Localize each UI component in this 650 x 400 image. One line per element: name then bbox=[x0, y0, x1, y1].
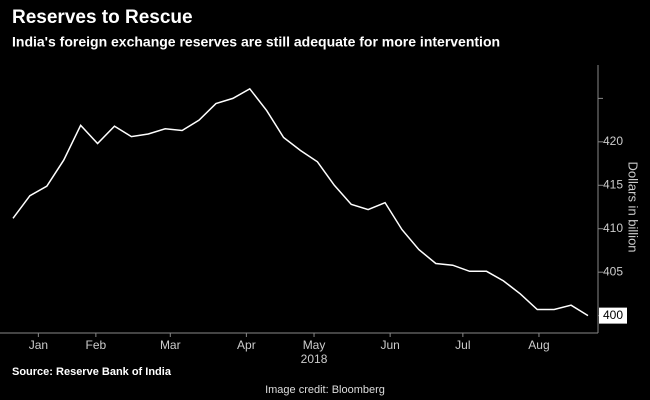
chart-subtitle: India's foreign exchange reserves are st… bbox=[12, 34, 500, 50]
last-value-box bbox=[599, 307, 627, 324]
source: Source: Reserve Bank of India bbox=[12, 366, 172, 378]
credit: Image credit: Bloomberg bbox=[265, 384, 385, 396]
y-tick-label: 420 bbox=[603, 134, 623, 148]
x-tick-label: Jul bbox=[455, 338, 470, 352]
y-tick-label: 410 bbox=[603, 221, 623, 235]
x-tick-label: Aug bbox=[528, 338, 549, 352]
x-tick-label: Jun bbox=[380, 338, 399, 352]
last-value-label: 400 bbox=[603, 308, 623, 322]
x-tick-label: Apr bbox=[237, 338, 256, 352]
y-tick-label: 405 bbox=[603, 264, 623, 278]
x-tick-label: May bbox=[303, 338, 326, 352]
y-axis-label: Dollars in billion bbox=[626, 161, 641, 252]
year-label: 2018 bbox=[301, 352, 328, 366]
y-tick-label: 415 bbox=[603, 177, 623, 191]
x-tick-label: Mar bbox=[160, 338, 181, 352]
x-tick-label: Jan bbox=[29, 338, 48, 352]
x-tick-label: Feb bbox=[86, 338, 107, 352]
chart-title: Reserves to Rescue bbox=[12, 7, 193, 28]
line bbox=[12, 87, 589, 317]
